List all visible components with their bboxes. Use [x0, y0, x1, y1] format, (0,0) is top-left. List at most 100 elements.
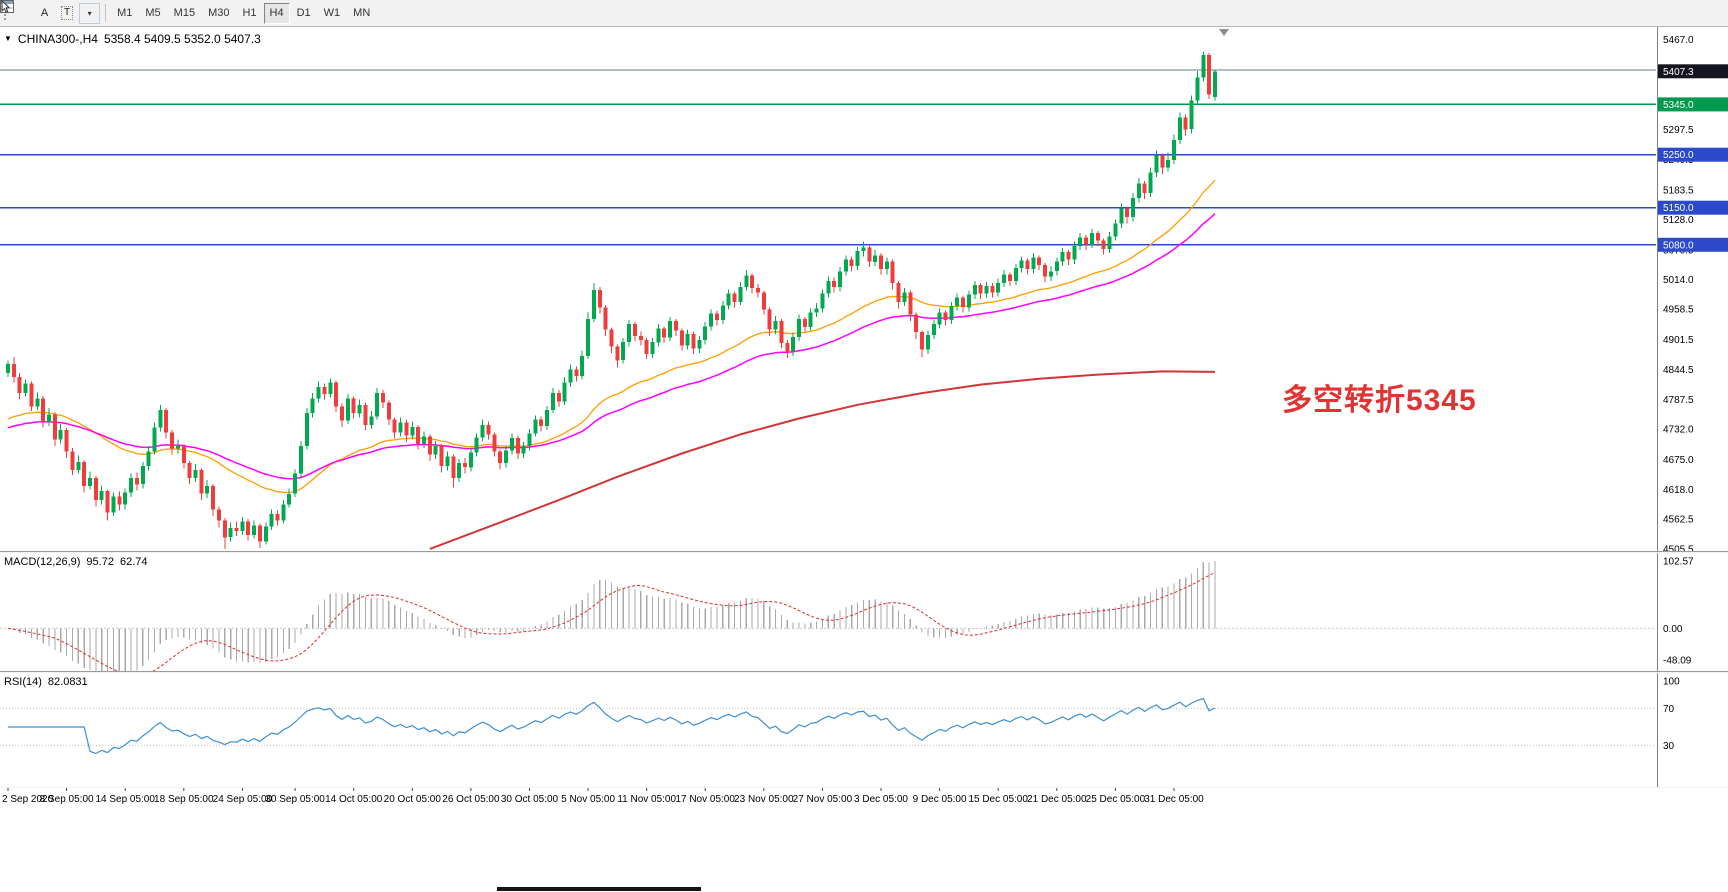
macd-signal-value: 62.74 — [119, 556, 148, 568]
ma-mid-magenta-line — [7, 213, 1216, 480]
price-axis-label: 4844.5 — [1663, 365, 1694, 376]
tf-button-d1[interactable]: D1 — [291, 3, 317, 24]
hlines-layer[interactable] — [0, 69, 1656, 246]
ma-slow-red-line — [429, 370, 1216, 550]
time-label: 30 Oct 05:00 — [501, 794, 559, 805]
macd-main-value: 95.72 — [86, 556, 114, 568]
time-label: 25 Dec 05:00 — [1086, 794, 1146, 805]
time-label: 14 Sep 05:00 — [95, 794, 155, 805]
arrow-tool-icon: A — [40, 7, 49, 19]
symbol-timeframe: CHINA300-,H4 — [17, 32, 98, 46]
price-axis-label: 4562.5 — [1663, 514, 1694, 525]
rsi-axis-label: 30 — [1663, 741, 1675, 752]
price-tag-label: 5250.0 — [1663, 150, 1694, 161]
time-label: 21 Dec 05:00 — [1027, 794, 1087, 805]
macd-axis-label: -48.09 — [1663, 655, 1692, 666]
rsi-line — [8, 697, 1216, 755]
time-label: 8 Sep 05:00 — [40, 794, 94, 805]
time-label: 15 Dec 05:00 — [968, 794, 1028, 805]
current-price-label: 5407.3 — [1663, 67, 1694, 78]
rsi-value: 82.0831 — [47, 676, 88, 688]
price-tag-5250.0 — [1658, 147, 1728, 162]
tf-button-m15[interactable]: M15 — [168, 3, 201, 24]
toolbar-grip[interactable] — [3, 4, 8, 22]
chevron-down-icon: ▾ — [87, 8, 92, 18]
rsi-canvas[interactable]: 100 70 30 — [0, 673, 1728, 787]
cursor-tool-button[interactable]: ▾ — [1, 0, 101, 24]
time-axis[interactable]: 2 Sep 2020 8 Sep 05:00 14 Sep 05:00 18 Sep … — [0, 788, 1728, 810]
chart-shift-marker-icon[interactable] — [1219, 29, 1229, 36]
time-label: 26 Oct 05:00 — [442, 794, 500, 805]
collapse-marker-icon[interactable]: ▼ — [4, 34, 12, 43]
taskbar-fragment — [497, 887, 701, 891]
price-axis-label: 5297.5 — [1663, 125, 1694, 136]
cursor-icon — [1, 0, 10, 13]
tf-button-m5[interactable]: M5 — [139, 3, 166, 24]
arrow-tool-button[interactable]: A — [34, 3, 55, 24]
candles-layer — [6, 51, 1217, 549]
price-axis[interactable]: 5467.05297.55240.55183.55128.05070.55014… — [1657, 27, 1728, 551]
time-label: 31 Dec 05:00 — [1144, 794, 1204, 805]
price-tag-label: 5150.0 — [1663, 203, 1694, 214]
rsi-label: RSI(14) — [4, 676, 42, 688]
tf-button-h4[interactable]: H4 — [263, 2, 290, 24]
time-label: 14 Oct 05:00 — [325, 794, 383, 805]
time-label: 30 Sep 05:00 — [265, 794, 325, 805]
price-axis-label: 4787.5 — [1663, 395, 1694, 406]
main-chart-panel[interactable]: 5467.05297.55240.55183.55128.05070.55014… — [0, 27, 1728, 551]
time-label: 2 Sep 2020 — [2, 794, 54, 805]
price-axis-label: 4901.5 — [1663, 335, 1694, 346]
tf-button-mn[interactable]: MN — [347, 3, 376, 24]
ohlc-values: 5358.4 5409.5 5352.0 5407.3 — [103, 32, 261, 46]
price-axis-label: 5467.0 — [1663, 35, 1694, 46]
rsi-header: RSI(14) 82.0831 — [4, 676, 88, 688]
price-tag-label: 5345.0 — [1663, 100, 1694, 111]
rsi-axis-label: 70 — [1663, 704, 1675, 715]
price-tag-5150.0 — [1658, 200, 1728, 215]
chart-window-button[interactable] — [0, 0, 33, 24]
macd-panel[interactable]: 102.57 0.00 -48.09 MACD(12,26,9) 95.72 62.… — [0, 553, 1728, 671]
time-label: 11 Nov 05:00 — [617, 794, 676, 805]
rsi-panel[interactable]: 100 70 30 RSI(14) 82.0831 — [0, 673, 1728, 787]
panel-divider[interactable] — [0, 551, 1728, 553]
price-axis-label: 5014.0 — [1663, 275, 1694, 286]
chart-title: ▼ CHINA300-,H4 5358.4 5409.5 5352.0 5407… — [4, 32, 261, 46]
macd-label: MACD(12,26,9) — [4, 556, 81, 568]
time-label: 9 Dec 05:00 — [913, 794, 967, 805]
tf-button-h1[interactable]: H1 — [236, 3, 262, 24]
price-annotation[interactable]: 多空转折5345 — [1282, 384, 1477, 417]
tf-button-m1[interactable]: M1 — [111, 3, 138, 24]
tf-button-w1[interactable]: W1 — [318, 3, 347, 24]
price-axis-label: 4958.5 — [1663, 305, 1694, 316]
price-axis-label: 5183.5 — [1663, 185, 1694, 196]
price-axis-label: 4505.5 — [1663, 545, 1694, 551]
toolbar: A T ▾ M1 M5 M15 M30 H1 H4 D1 W1 MN — [0, 0, 1728, 27]
toolbar-separator — [105, 4, 107, 22]
tool-buttons: A T ▾ — [0, 0, 101, 24]
macd-canvas[interactable]: 102.57 0.00 -48.09 — [0, 553, 1728, 671]
ma-fast-orange-line — [7, 179, 1216, 494]
current-price-tag — [1658, 64, 1728, 79]
tf-button-m30[interactable]: M30 — [202, 3, 235, 24]
bottom-area — [0, 810, 1728, 892]
macd-signal-line — [7, 572, 1216, 671]
macd-axis-label: 0.00 — [1663, 624, 1683, 635]
macd-header: MACD(12,26,9) 95.72 62.74 — [4, 556, 147, 568]
price-chart-canvas[interactable]: 5467.05297.55240.55183.55128.05070.55014… — [0, 27, 1728, 551]
panel-divider[interactable] — [0, 787, 1728, 788]
time-label: 5 Nov 05:00 — [561, 794, 615, 805]
macd-axis-label: 102.57 — [1663, 557, 1694, 568]
text-tool-button[interactable]: T — [56, 3, 78, 24]
price-tag-5080.0 — [1658, 237, 1728, 252]
text-tool-icon: T — [61, 6, 74, 20]
price-axis-label: 4618.0 — [1663, 485, 1694, 496]
time-label: 3 Dec 05:00 — [854, 794, 908, 805]
price-tag-label: 5080.0 — [1663, 240, 1694, 251]
panel-divider[interactable] — [0, 671, 1728, 673]
time-label: 17 Nov 05:00 — [675, 794, 735, 805]
price-axis-label: 5128.0 — [1663, 215, 1694, 226]
time-label: 18 Sep 05:00 — [154, 794, 214, 805]
time-label: 24 Sep 05:00 — [213, 794, 273, 805]
